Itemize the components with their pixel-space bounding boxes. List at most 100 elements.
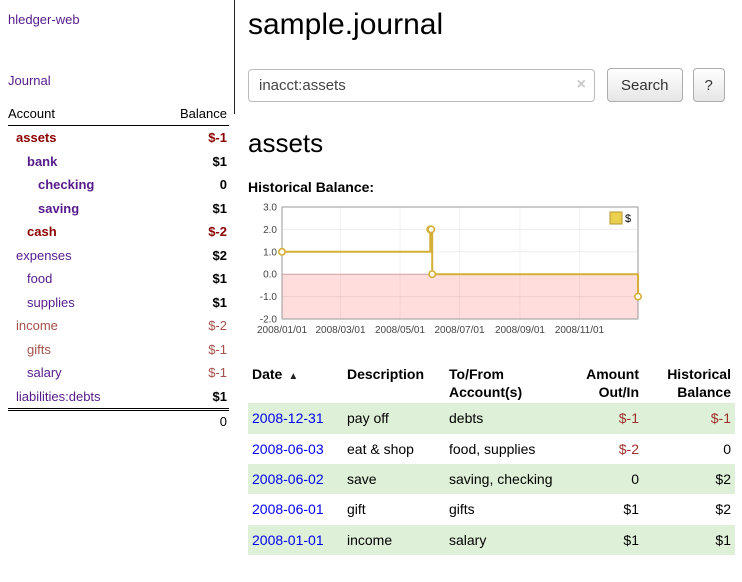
clear-search-icon[interactable]: ×: [576, 75, 586, 93]
account-link[interactable]: income: [16, 318, 58, 334]
amount-cell: 0: [631, 470, 639, 487]
account-row: income $-2: [8, 314, 229, 338]
col-description: Description: [347, 366, 425, 382]
svg-text:3.0: 3.0: [263, 203, 277, 214]
search-input[interactable]: [248, 68, 595, 102]
search-box: ×: [248, 68, 595, 102]
register-table: Date ▲ Description To/From Account(s) Amo…: [248, 363, 735, 555]
search-button[interactable]: Search: [607, 68, 683, 102]
help-button[interactable]: ?: [692, 68, 725, 102]
col-balance: Historical Balance: [667, 366, 731, 401]
account-row: supplies $1: [8, 291, 229, 315]
sidebar: hledger-web Journal Account Balance asse…: [0, 0, 233, 429]
account-balance: 0: [219, 177, 227, 193]
svg-text:2008/09/01: 2008/09/01: [495, 325, 545, 336]
svg-text:2.0: 2.0: [263, 225, 277, 236]
account-link[interactable]: bank: [27, 153, 58, 169]
account-table-body: assets $-1 bank $1 checking 0 saving $1 cash $-2 e…: [8, 126, 229, 408]
account-balance: $2: [212, 247, 227, 263]
account-row: cash $-2: [8, 220, 229, 244]
account-row: gifts $-1: [8, 338, 229, 362]
account-link[interactable]: cash: [27, 224, 57, 240]
date-link[interactable]: 2008-01-01: [252, 531, 324, 548]
sidebar-item-journal[interactable]: Journal: [8, 73, 51, 88]
account-table-header: Account Balance: [8, 106, 229, 126]
svg-text:2008/11/01: 2008/11/01: [555, 325, 605, 336]
amount-cell: $-1: [618, 410, 639, 427]
account-heading: assets: [248, 128, 324, 158]
svg-text:1.0: 1.0: [263, 247, 277, 258]
accounts-cell: saving, checking: [449, 470, 553, 487]
date-link[interactable]: 2008-06-02: [252, 470, 324, 487]
register-row: 2008-06-03 eat & shop food, supplies $-2 0: [248, 434, 735, 464]
legend-label: $: [625, 213, 631, 225]
account-link[interactable]: saving: [38, 200, 80, 216]
main-content: sample.journal × Search ? assets Histori…: [248, 0, 742, 555]
account-link[interactable]: food: [27, 271, 53, 287]
account-table: Account Balance assets $-1 bank $1 checking 0…: [8, 106, 229, 429]
account-link[interactable]: liabilities:debts: [16, 388, 101, 404]
account-row: food $1: [8, 267, 229, 291]
balance-cell: 0: [723, 440, 731, 457]
description-cell: save: [347, 470, 377, 487]
svg-text:2008/05/01: 2008/05/01: [375, 325, 425, 336]
account-row: expenses $2: [8, 244, 229, 268]
accounts-cell: debts: [449, 410, 484, 427]
register-row: 2008-06-01 gift gifts $1 $2: [248, 494, 735, 524]
account-link[interactable]: salary: [27, 365, 62, 381]
svg-text:0.0: 0.0: [263, 270, 277, 281]
register-row: 2008-06-02 save saving, checking 0 $2: [248, 463, 735, 495]
legend-swatch: [609, 211, 623, 225]
account-total-row: 0: [8, 408, 229, 429]
page-title: sample.journal: [248, 8, 444, 41]
account-row: bank $1: [8, 150, 229, 174]
balance-cell: $2: [715, 501, 731, 518]
svg-text:2008/03/01: 2008/03/01: [315, 325, 365, 336]
account-balance: $-2: [208, 224, 227, 240]
register-row: 2008-12-31 pay off debts $-1 $-1: [248, 403, 735, 434]
account-row: liabilities:debts $1: [8, 385, 229, 409]
description-cell: gift: [347, 501, 366, 518]
register-table-body: 2008-12-31 pay off debts $-1 $-1 2008-06-03 ea…: [248, 403, 735, 555]
amount-cell: $-2: [618, 440, 639, 457]
account-column-header: Account: [8, 106, 55, 121]
col-amount: Amount Out/In: [586, 366, 639, 401]
description-cell: eat & shop: [347, 440, 414, 457]
description-cell: income: [347, 531, 393, 548]
account-link[interactable]: supplies: [27, 294, 75, 310]
search-bar: × Search ?: [248, 68, 742, 102]
accounts-cell: salary: [449, 531, 487, 548]
account-link[interactable]: gifts: [27, 341, 51, 357]
account-link[interactable]: checking: [38, 177, 95, 193]
account-link[interactable]: assets: [16, 130, 57, 146]
chart-title: Historical Balance:: [248, 179, 375, 195]
svg-text:2008/01/01: 2008/01/01: [257, 325, 307, 336]
app-title-link[interactable]: hledger-web: [8, 12, 80, 27]
date-link[interactable]: 2008-06-01: [252, 501, 324, 518]
balance-cell: $2: [715, 470, 731, 487]
balance-cell: $-1: [710, 410, 731, 427]
account-link[interactable]: expenses: [16, 247, 72, 263]
balance-cell: $1: [715, 531, 731, 548]
account-row: saving $1: [8, 197, 229, 221]
register-row: 2008-01-01 income salary $1 $1: [248, 524, 735, 555]
sort-asc-icon: ▲: [288, 371, 299, 382]
date-link[interactable]: 2008-12-31: [252, 410, 324, 427]
account-balance: $1: [212, 294, 227, 310]
accounts-cell: food, supplies: [449, 440, 536, 457]
account-balance: $1: [212, 153, 227, 169]
amount-cell: $1: [623, 531, 639, 548]
balance-chart: 2008/01/01 2008/03/01 2008/05/01 2008/07/01…: [257, 203, 642, 336]
description-cell: pay off: [347, 410, 389, 427]
col-date[interactable]: Date ▲: [252, 366, 299, 382]
svg-text:-1.0: -1.0: [260, 292, 278, 303]
account-row: salary $-1: [8, 361, 229, 385]
amount-cell: $1: [623, 501, 639, 518]
accounts-cell: gifts: [449, 501, 475, 518]
account-balance: $1: [212, 200, 227, 216]
date-link[interactable]: 2008-06-03: [252, 440, 324, 457]
account-balance: $-2: [208, 318, 227, 334]
total-balance: 0: [219, 414, 227, 429]
register-header-row: Date ▲ Description To/From Account(s) Amo…: [248, 363, 735, 403]
account-balance: $-1: [208, 341, 227, 357]
